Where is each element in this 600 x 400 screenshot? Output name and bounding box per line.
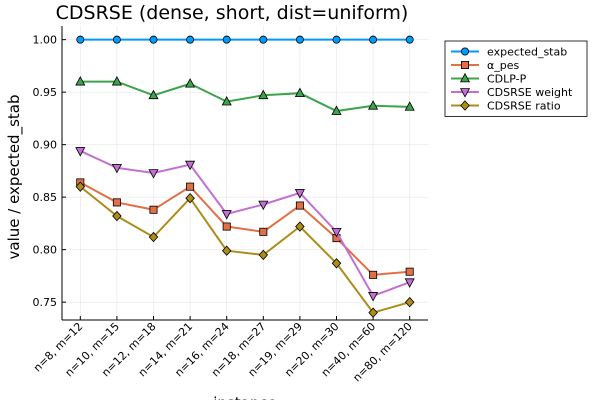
data-point <box>405 267 414 276</box>
data-point <box>295 35 304 44</box>
legend-entry: CDSRSE ratio <box>451 100 561 113</box>
data-point <box>368 100 379 110</box>
data-point <box>112 210 122 222</box>
y-tick-label: 0.75 <box>33 296 58 309</box>
y-tick-label: 0.90 <box>33 139 58 152</box>
data-point <box>186 35 195 44</box>
data-point <box>75 76 86 86</box>
legend-marker <box>460 61 469 70</box>
series-line <box>80 80 410 113</box>
data-point <box>295 221 305 232</box>
data-point <box>221 210 232 220</box>
legend-entry: expected_stab <box>451 46 567 59</box>
data-point <box>112 198 121 207</box>
series-1 <box>76 178 414 279</box>
data-point <box>185 78 196 88</box>
data-point <box>404 101 415 111</box>
series-3 <box>75 147 415 302</box>
data-point <box>405 35 414 44</box>
y-tick-label: 1.00 <box>33 34 58 47</box>
chart-title: CDSRSE (dense, short, dist=uniform) <box>56 2 409 24</box>
series-4 <box>75 181 415 318</box>
series-line <box>79 185 410 314</box>
x-tick-labels: n=8, m=12n=10, m=15n=12, m=18n=14, m=21n… <box>31 316 415 384</box>
legend-entry: CDSRSE weight <box>451 86 573 99</box>
legend-label: α_pes <box>487 59 520 72</box>
legend-marker <box>460 47 469 56</box>
data-point <box>222 35 231 44</box>
legend-label: CDSRSE weight <box>487 86 573 99</box>
data-point <box>75 181 86 192</box>
data-point <box>368 307 378 318</box>
legend-label: CDSRSE ratio <box>487 100 561 113</box>
axes <box>61 26 428 321</box>
legend-marker <box>459 88 471 98</box>
data-point <box>259 227 268 236</box>
data-point <box>259 35 268 44</box>
legend-entry: α_pes <box>451 59 520 72</box>
legend-marker <box>459 72 471 83</box>
data-point <box>369 35 378 44</box>
y-tick-labels: 0.75 0.80 0.85 0.90 0.95 1.00 <box>33 34 66 309</box>
data-point <box>258 89 269 100</box>
data-point <box>369 270 378 279</box>
data-point <box>76 35 85 44</box>
y-axis-label: value / expected_stab <box>5 95 24 260</box>
data-point <box>186 182 195 191</box>
data-point <box>331 105 342 115</box>
data-point <box>185 193 195 204</box>
series-0 <box>76 35 414 44</box>
legend-entry: CDLP-P <box>451 73 527 86</box>
data-point <box>404 278 415 288</box>
series-2 <box>75 76 415 115</box>
data-point <box>148 169 159 179</box>
y-tick-label: 0.80 <box>33 244 58 257</box>
data-point <box>295 201 304 210</box>
data-point <box>404 296 415 308</box>
data-point <box>111 163 122 174</box>
data-point <box>148 231 159 243</box>
series-line <box>79 150 411 298</box>
data-point <box>111 76 122 86</box>
y-tick-label: 0.95 <box>33 86 58 99</box>
data-point <box>185 160 196 171</box>
data-point <box>368 292 379 302</box>
data-point <box>258 200 269 211</box>
data-point <box>294 189 305 199</box>
data-point <box>75 147 86 157</box>
data-point <box>221 95 232 106</box>
series-group <box>75 35 415 318</box>
data-point <box>294 87 305 97</box>
legend-label: expected_stab <box>487 46 567 59</box>
data-point <box>331 227 342 238</box>
data-point <box>258 249 269 261</box>
data-point <box>112 35 121 44</box>
y-tick-label: 0.85 <box>33 191 58 204</box>
data-point <box>222 222 231 231</box>
legend-label: CDLP-P <box>487 73 527 86</box>
series-line <box>79 181 410 276</box>
data-point <box>332 35 341 44</box>
data-point <box>149 35 158 44</box>
legend-marker <box>460 100 470 111</box>
x-axis-label: instance <box>213 394 277 400</box>
data-point <box>331 258 342 269</box>
data-point <box>148 89 159 100</box>
data-point <box>221 245 232 256</box>
data-point <box>149 205 158 214</box>
